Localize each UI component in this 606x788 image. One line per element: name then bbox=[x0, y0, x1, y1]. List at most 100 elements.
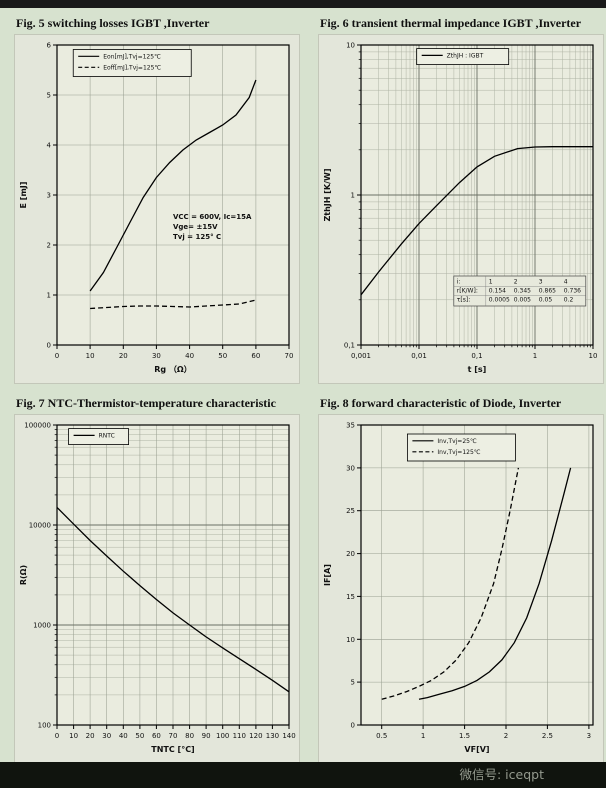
figure-title: Fig. 5 switching losses IGBT ,Inverter bbox=[16, 16, 210, 30]
svg-text:100: 100 bbox=[216, 732, 229, 740]
svg-text:RNTC: RNTC bbox=[99, 433, 115, 440]
svg-text:1: 1 bbox=[351, 192, 355, 200]
svg-text:2: 2 bbox=[504, 732, 508, 740]
svg-text:r[K/W]:: r[K/W]: bbox=[457, 288, 478, 295]
svg-text:2: 2 bbox=[514, 279, 518, 286]
svg-text:4: 4 bbox=[564, 279, 568, 286]
svg-text:10: 10 bbox=[589, 352, 598, 360]
svg-text:i:: i: bbox=[457, 279, 461, 286]
svg-text:15: 15 bbox=[346, 593, 355, 601]
svg-text:100: 100 bbox=[38, 722, 51, 730]
svg-text:20: 20 bbox=[86, 732, 95, 740]
svg-text:2: 2 bbox=[47, 242, 51, 250]
svg-text:0.5: 0.5 bbox=[376, 732, 387, 740]
svg-text:E [mJ]: E [mJ] bbox=[19, 182, 28, 209]
svg-text:Rg （Ω）: Rg （Ω） bbox=[154, 364, 191, 374]
svg-text:140: 140 bbox=[282, 732, 295, 740]
svg-text:0.2: 0.2 bbox=[564, 297, 574, 304]
svg-text:40: 40 bbox=[185, 352, 194, 360]
svg-text:0,1: 0,1 bbox=[344, 342, 355, 350]
svg-text:130: 130 bbox=[266, 732, 279, 740]
svg-text:4: 4 bbox=[47, 142, 52, 150]
svg-text:0.865: 0.865 bbox=[539, 288, 556, 295]
svg-text:70: 70 bbox=[285, 352, 294, 360]
svg-text:IF[A]: IF[A] bbox=[323, 564, 332, 586]
figure-title: Fig. 8 forward characteristic of Diode, … bbox=[320, 396, 562, 410]
svg-text:1000: 1000 bbox=[33, 622, 51, 630]
svg-text:5: 5 bbox=[351, 679, 355, 687]
svg-text:0.005: 0.005 bbox=[514, 297, 531, 304]
svg-text:90: 90 bbox=[202, 732, 211, 740]
wechat-id-text: 微信号: iceqpt bbox=[459, 767, 545, 782]
svg-text:10: 10 bbox=[69, 732, 78, 740]
svg-text:2.5: 2.5 bbox=[542, 732, 553, 740]
svg-text:50: 50 bbox=[218, 352, 227, 360]
svg-text:Eoff[mJ],Tvj=125℃: Eoff[mJ],Tvj=125℃ bbox=[103, 65, 161, 72]
svg-text:30: 30 bbox=[346, 464, 355, 472]
fig6-thermal-impedance-chart: 0,001 0,01 0,1 1 10 0,1 1 10 t [s] ZthJH [K/W] Zth… bbox=[318, 34, 604, 384]
svg-text:Eon[mJ],Tvj=125℃: Eon[mJ],Tvj=125℃ bbox=[103, 54, 161, 61]
fig5-switching-losses-chart: 0 10 20 30 40 50 60 70 0 1 2 3 4 5 6 Rg （Ω） E [mJ] Eon[mJ… bbox=[14, 34, 300, 384]
figure-panel-fig5: Fig. 5 switching losses IGBT ,Inverter 0… bbox=[14, 16, 300, 384]
svg-text:0,001: 0,001 bbox=[351, 352, 371, 360]
svg-text:3: 3 bbox=[47, 192, 51, 200]
svg-text:0: 0 bbox=[47, 342, 51, 350]
svg-text:0,01: 0,01 bbox=[411, 352, 427, 360]
svg-text:Tvj = 125° C: Tvj = 125° C bbox=[173, 233, 221, 241]
svg-text:3: 3 bbox=[539, 279, 543, 286]
svg-text:1: 1 bbox=[47, 292, 51, 300]
fig8-diode-forward-chart: 0.5 1 1.5 2 2.5 305101520253035VF[V]IF[A]Inv,… bbox=[318, 414, 604, 764]
svg-text:1: 1 bbox=[533, 352, 537, 360]
svg-text:35: 35 bbox=[346, 422, 355, 430]
svg-text:t [s]: t [s] bbox=[468, 365, 487, 374]
svg-text:ZthJH : IGBT: ZthJH : IGBT bbox=[447, 53, 484, 60]
footer-bar: 微信号: iceqpt bbox=[0, 762, 606, 788]
svg-text:30: 30 bbox=[152, 352, 161, 360]
svg-text:100000: 100000 bbox=[24, 422, 51, 430]
svg-text:ZthJH [K/W]: ZthJH [K/W] bbox=[323, 168, 332, 221]
svg-text:0: 0 bbox=[351, 722, 355, 730]
svg-text:VCC = 600V, Ic=15A: VCC = 600V, Ic=15A bbox=[173, 213, 252, 221]
svg-text:10: 10 bbox=[86, 352, 95, 360]
svg-text:0: 0 bbox=[55, 732, 59, 740]
svg-text:10: 10 bbox=[346, 42, 355, 50]
svg-text:60: 60 bbox=[152, 732, 161, 740]
svg-text:Vge= ±15V: Vge= ±15V bbox=[173, 223, 218, 231]
svg-text:60: 60 bbox=[251, 352, 260, 360]
figure-title: Fig. 6 transient thermal impedance IGBT … bbox=[320, 16, 582, 30]
svg-text:30: 30 bbox=[102, 732, 111, 740]
top-bar bbox=[0, 0, 606, 8]
svg-text:0.736: 0.736 bbox=[564, 288, 581, 295]
svg-text:120: 120 bbox=[249, 732, 262, 740]
svg-text:5: 5 bbox=[47, 92, 51, 100]
svg-text:0.154: 0.154 bbox=[489, 288, 506, 295]
svg-text:Inv,Tvj=125℃: Inv,Tvj=125℃ bbox=[437, 449, 480, 456]
svg-text:10000: 10000 bbox=[29, 522, 51, 530]
svg-text:TNTC [°C]: TNTC [°C] bbox=[151, 745, 194, 754]
svg-text:0.0005: 0.0005 bbox=[489, 297, 510, 304]
svg-text:70: 70 bbox=[169, 732, 178, 740]
svg-text:VF[V]: VF[V] bbox=[464, 745, 489, 754]
svg-text:1: 1 bbox=[489, 279, 493, 286]
figure-panel-fig8: Fig. 8 forward characteristic of Diode, … bbox=[318, 396, 604, 764]
svg-text:6: 6 bbox=[47, 42, 52, 50]
svg-text:Inv,Tvj=25℃: Inv,Tvj=25℃ bbox=[437, 438, 477, 445]
svg-text:R(Ω): R(Ω) bbox=[19, 565, 28, 585]
svg-text:10: 10 bbox=[346, 636, 355, 644]
figure-panel-fig6: Fig. 6 transient thermal impedance IGBT … bbox=[318, 16, 604, 384]
svg-text:τ[s]:: τ[s]: bbox=[457, 297, 470, 304]
svg-text:3: 3 bbox=[587, 732, 591, 740]
svg-text:20: 20 bbox=[346, 550, 355, 558]
svg-text:0,1: 0,1 bbox=[471, 352, 482, 360]
figure-title: Fig. 7 NTC-Thermistor-temperature charac… bbox=[16, 396, 276, 410]
fig7-ntc-thermistor-chart: 0 10 20 30 40 50 60 70 80 90 100 110 120 130 140100100… bbox=[14, 414, 300, 764]
svg-text:0.05: 0.05 bbox=[539, 297, 553, 304]
svg-text:110: 110 bbox=[233, 732, 246, 740]
svg-text:25: 25 bbox=[346, 507, 355, 515]
svg-text:1.5: 1.5 bbox=[459, 732, 470, 740]
figure-panel-fig7: Fig. 7 NTC-Thermistor-temperature charac… bbox=[14, 396, 300, 764]
svg-text:20: 20 bbox=[119, 352, 128, 360]
svg-text:50: 50 bbox=[135, 732, 144, 740]
svg-text:40: 40 bbox=[119, 732, 128, 740]
